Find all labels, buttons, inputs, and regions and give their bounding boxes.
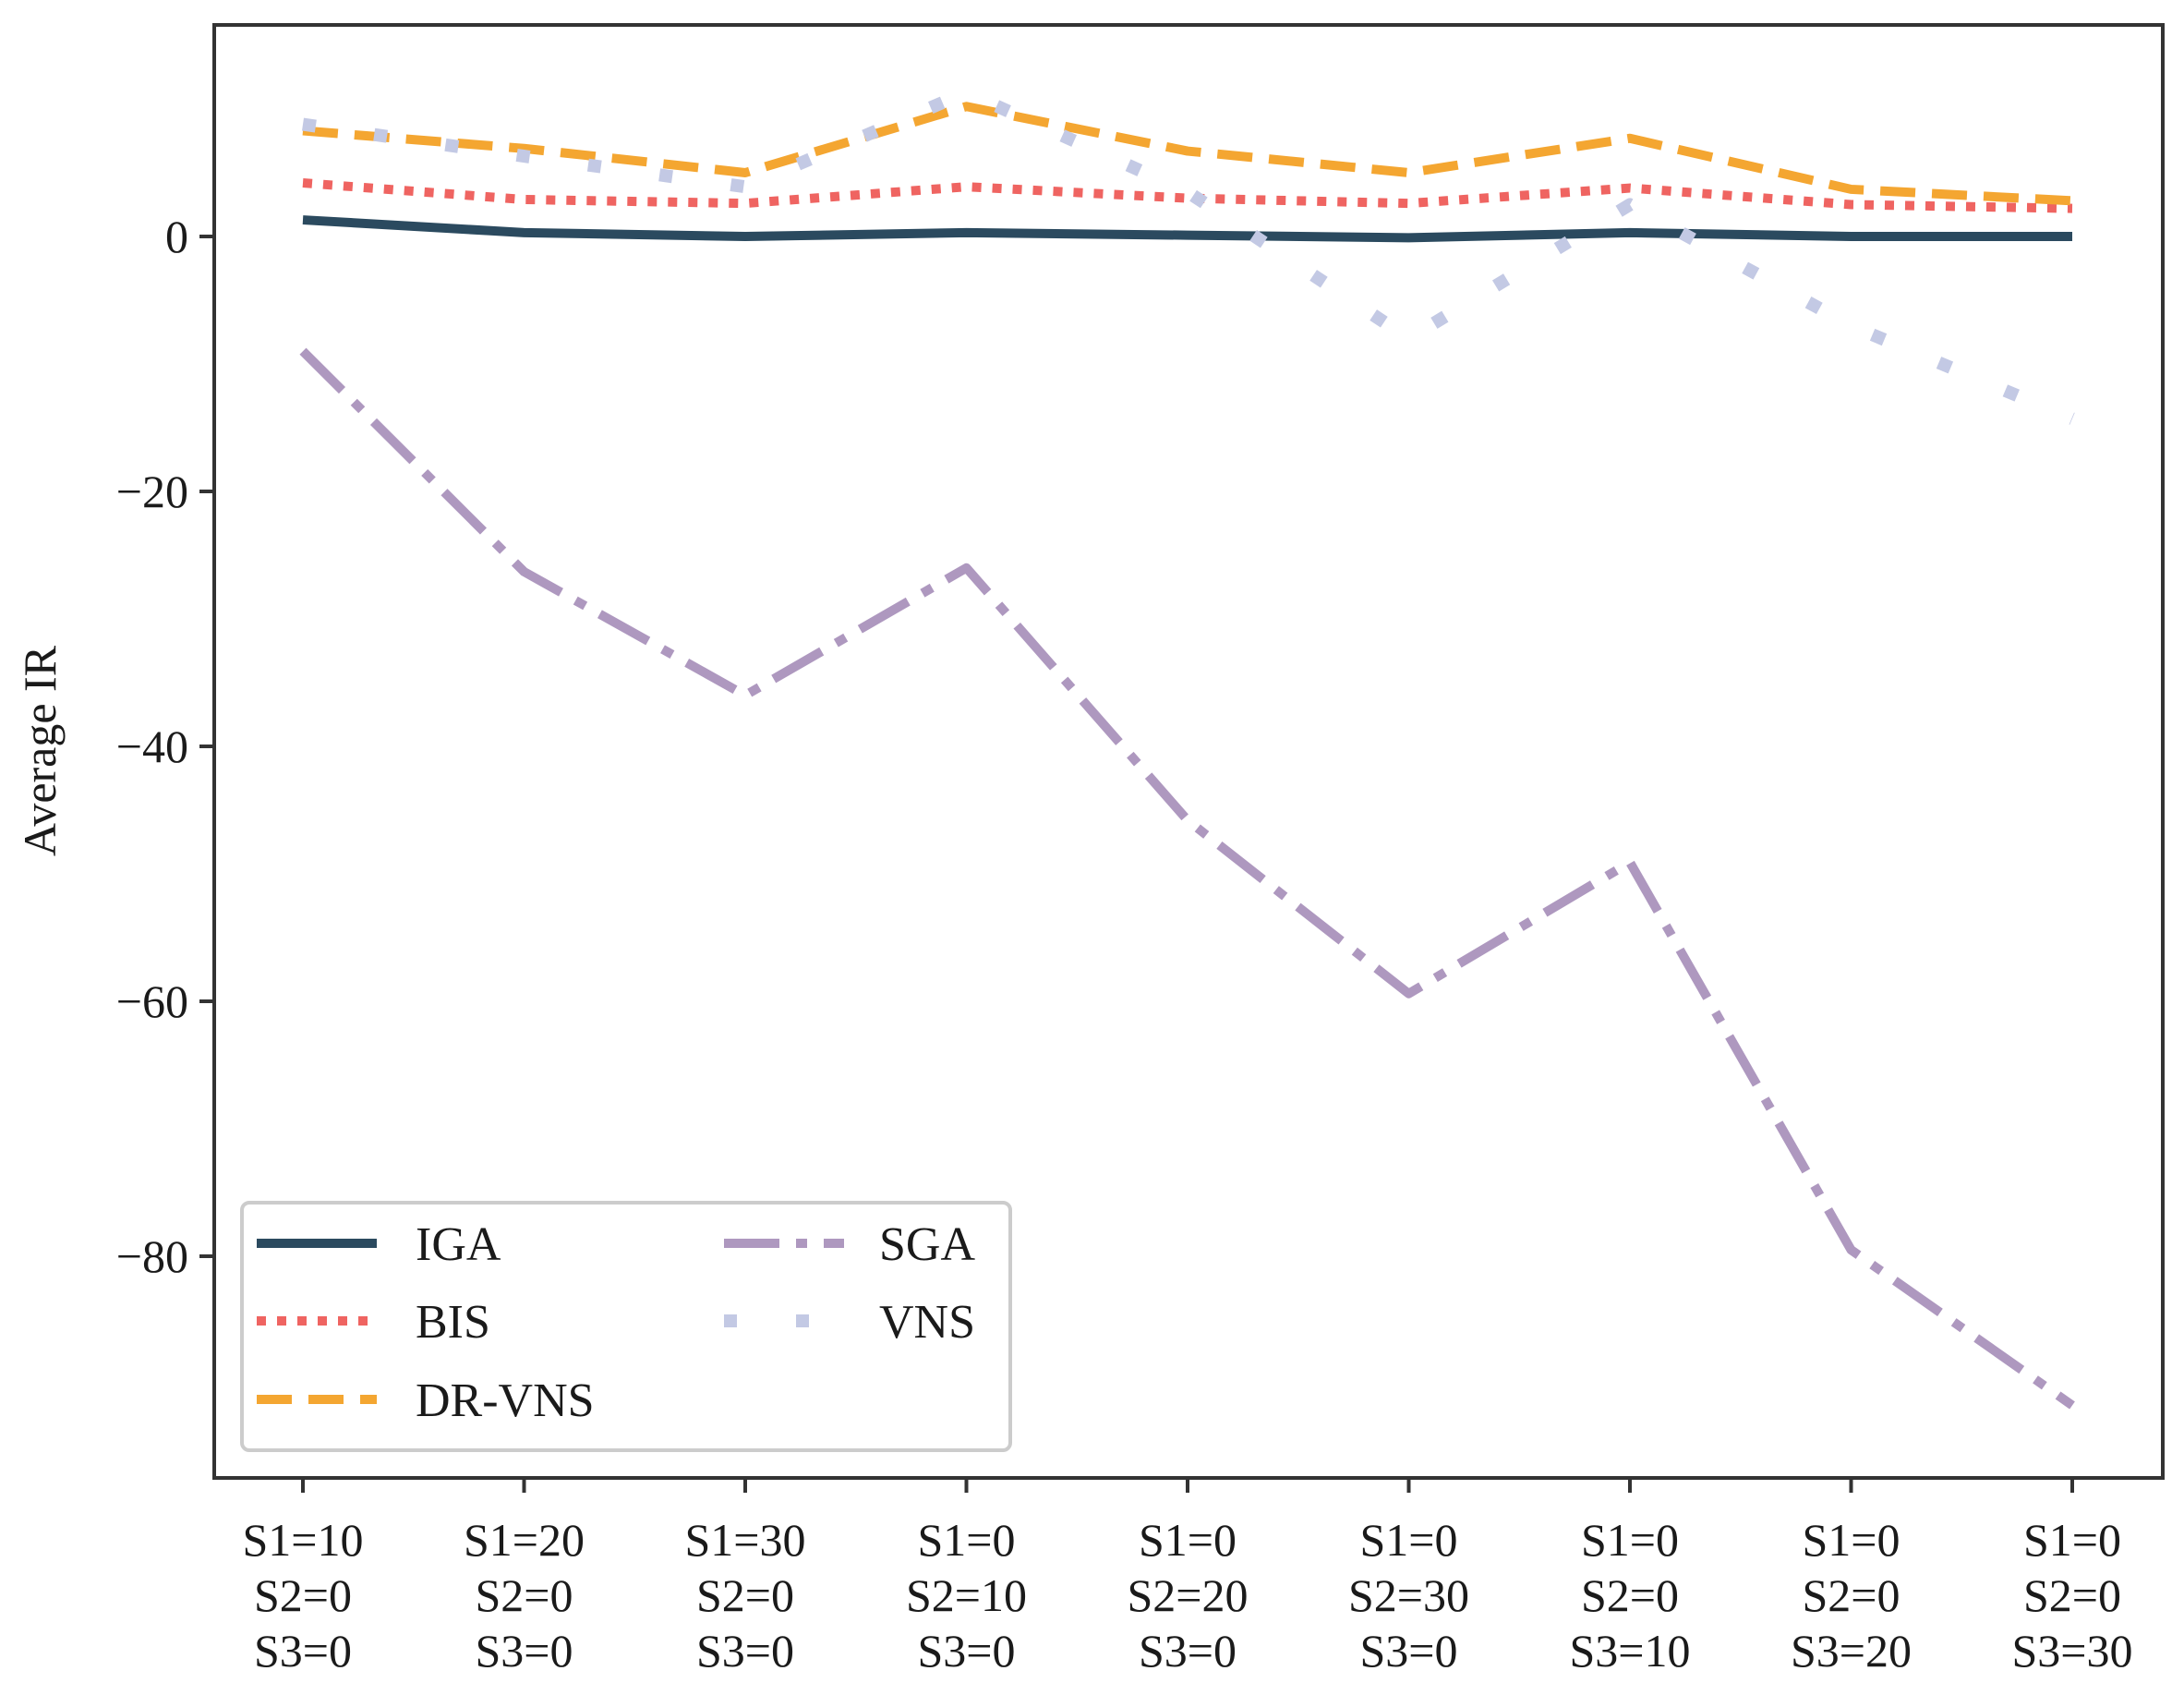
- x-tick-label: S2=0: [1581, 1569, 1679, 1621]
- y-tick-label: −80: [116, 1230, 188, 1282]
- y-tick-label: −40: [116, 720, 188, 772]
- x-tick-label: S1=30: [684, 1514, 805, 1566]
- x-tick-label: S3=30: [2011, 1625, 2132, 1677]
- x-tick-label: S3=20: [1791, 1625, 1912, 1677]
- x-tick-label: S1=0: [2023, 1514, 2121, 1566]
- x-tick-label: S2=0: [2023, 1569, 2121, 1621]
- legend-label: DR-VNS: [416, 1374, 595, 1427]
- x-tick-label: S1=0: [1139, 1514, 1237, 1566]
- legend-entry-vns: VNS: [724, 1296, 975, 1349]
- x-tick-label: S2=30: [1348, 1569, 1469, 1621]
- x-tick-label: S3=0: [1359, 1625, 1457, 1677]
- x-tick-label: S3=0: [1139, 1625, 1237, 1677]
- x-tick-label: S3=0: [696, 1625, 794, 1677]
- series-line-vns: [302, 86, 2075, 425]
- x-tick-label: S2=0: [696, 1569, 794, 1621]
- x-tick-label-group: S1=0S2=0S3=30: [2011, 1514, 2132, 1677]
- x-tick-label: S1=0: [917, 1514, 1015, 1566]
- legend-label: IGA: [416, 1218, 501, 1271]
- legend-label: BIS: [416, 1296, 490, 1349]
- y-tick-label: −60: [116, 975, 188, 1027]
- y-axis: 0 −20 −40 −60 −80: [116, 211, 214, 1282]
- legend-label: VNS: [879, 1296, 975, 1349]
- legend-label: SGA: [879, 1218, 975, 1271]
- legend-box: [240, 1201, 1012, 1452]
- x-tick-label: S3=0: [917, 1625, 1015, 1677]
- legend-entry-bis: BIS: [257, 1296, 490, 1349]
- x-tick-label: S1=20: [464, 1514, 585, 1566]
- series-line-iga: [302, 215, 2072, 243]
- x-tick-label: S3=10: [1569, 1625, 1690, 1677]
- x-tick-label: S2=0: [1802, 1569, 1900, 1621]
- x-tick-label: S2=0: [475, 1569, 573, 1621]
- y-tick-label: 0: [165, 211, 188, 262]
- x-tick-label: S1=0: [1581, 1514, 1679, 1566]
- legend-entry-iga: IGA: [257, 1218, 501, 1271]
- y-axis-title: Average IR: [14, 645, 66, 856]
- series-layer: [299, 86, 2075, 1410]
- legend: IGA BIS DR-VNS SGA VNS: [240, 1201, 1012, 1452]
- series-line-dr-vns: [302, 102, 2073, 206]
- x-tick-label-group: S1=0S2=0S3=20: [1791, 1514, 1912, 1677]
- legend-entry-sga: SGA: [724, 1218, 975, 1271]
- y-tick-label: −20: [116, 466, 188, 517]
- x-axis: S1=10S2=0S3=0S1=20S2=0S3=0S1=30S2=0S3=0S…: [242, 1478, 2133, 1677]
- x-tick-label: S2=20: [1127, 1569, 1248, 1621]
- legend-entry-dr-vns: DR-VNS: [257, 1374, 595, 1427]
- x-tick-label-group: S1=0S2=0S3=10: [1569, 1514, 1690, 1677]
- x-tick-label: S3=0: [475, 1625, 573, 1677]
- x-tick-label: S2=0: [254, 1569, 352, 1621]
- x-tick-label: S3=0: [254, 1625, 352, 1677]
- x-tick-label: S1=10: [242, 1514, 363, 1566]
- x-tick-label: S1=0: [1802, 1514, 1900, 1566]
- x-tick-label: S2=10: [906, 1569, 1027, 1621]
- x-tick-label: S1=0: [1359, 1514, 1457, 1566]
